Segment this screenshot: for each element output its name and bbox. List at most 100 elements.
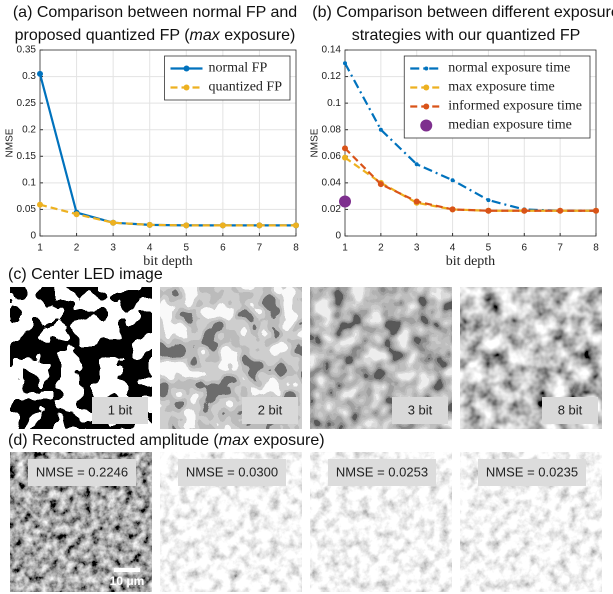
label-box bbox=[28, 459, 136, 486]
legend-label: normal exposure time bbox=[448, 61, 570, 76]
image-label: NMSE = 0.0235 bbox=[486, 464, 578, 479]
data-point bbox=[342, 154, 348, 161]
chart-title: (b) Comparison between different exposur… bbox=[312, 4, 613, 21]
x-tick-label: 3 bbox=[110, 243, 116, 254]
chart: 0 0.02 0.04 0.06 0.08 0.1 0.12 0.14 1 2 3 4 5 6 7 8 bit … bbox=[310, 45, 600, 270]
label-box bbox=[92, 397, 148, 424]
chart-title: strategies with our quantized FP bbox=[352, 27, 581, 44]
x-tick-label: 8 bbox=[593, 243, 599, 254]
image-label: NMSE = 0.2246 bbox=[36, 464, 128, 479]
x-tick-label: 4 bbox=[147, 243, 153, 254]
y-tick-label: 0.12 bbox=[322, 71, 342, 82]
label-box bbox=[242, 397, 298, 424]
image-label: 2 bit bbox=[258, 402, 283, 417]
x-tick-label: 6 bbox=[522, 243, 528, 254]
legend-box bbox=[164, 55, 291, 101]
y-tick-label: 0.04 bbox=[322, 177, 342, 188]
y-tick-label: 0 bbox=[30, 231, 36, 242]
legend-marker bbox=[423, 103, 430, 110]
data-point bbox=[73, 211, 80, 218]
image-row: 1 bit 2 bit 3 bit 8 bit bbox=[10, 287, 602, 429]
x-axis-label: bit depth bbox=[143, 254, 192, 269]
axis-box bbox=[39, 49, 297, 237]
x-tick-label: 3 bbox=[414, 243, 420, 254]
image-label: 3 bit bbox=[408, 402, 433, 417]
data-point bbox=[377, 181, 384, 188]
legend-marker bbox=[420, 119, 433, 132]
series-line bbox=[39, 203, 296, 227]
scale-label: 10 μm bbox=[110, 574, 145, 588]
data-point bbox=[449, 206, 456, 213]
title-part: exposure) bbox=[249, 432, 325, 449]
label-box bbox=[178, 459, 286, 486]
legend-label: max exposure time bbox=[448, 80, 555, 95]
axis-box bbox=[344, 49, 597, 237]
x-tick-label: 5 bbox=[486, 243, 492, 254]
y-tick-label: 0.1 bbox=[327, 98, 341, 109]
y-axis-label: NMSE bbox=[310, 128, 321, 157]
data-point bbox=[342, 145, 348, 152]
legend-marker bbox=[424, 66, 429, 71]
data-point bbox=[414, 162, 419, 167]
data-point bbox=[450, 178, 455, 183]
x-tick-label: 5 bbox=[184, 243, 190, 254]
label-box bbox=[328, 459, 436, 486]
title-part: proposed quantized FP ( bbox=[15, 27, 191, 44]
image-row: NMSE = 0.2246 NMSE = 0.0300 NMSE = 0.025… bbox=[10, 452, 602, 592]
x-tick-label: 1 bbox=[37, 243, 43, 254]
legend-label: quantized FP bbox=[209, 80, 283, 95]
y-tick-label: 0.1 bbox=[22, 177, 36, 188]
series-line bbox=[344, 147, 596, 212]
data-point bbox=[521, 207, 528, 214]
x-tick-label: 4 bbox=[450, 243, 456, 254]
y-tick-label: 0.2 bbox=[22, 124, 36, 135]
legend-label: median exposure time bbox=[448, 118, 572, 133]
title-part: exposure) bbox=[220, 27, 296, 44]
title-part: max bbox=[190, 27, 221, 44]
chart: 0 0.05 0.1 0.15 0.2 0.25 0.3 0.35 1 2 3 4 5 6 7 8 bit de… bbox=[5, 45, 300, 270]
legend-label: normal FP bbox=[209, 61, 268, 76]
data-point bbox=[183, 222, 190, 229]
data-point bbox=[37, 201, 43, 208]
data-point bbox=[557, 207, 564, 214]
scale-bar bbox=[114, 568, 140, 572]
data-point bbox=[110, 219, 117, 226]
data-point bbox=[146, 221, 153, 228]
x-tick-label: 2 bbox=[74, 243, 80, 254]
legend-marker bbox=[423, 84, 430, 91]
legend-box bbox=[403, 55, 591, 139]
legend: normal exposure time max exposure time inf… bbox=[403, 55, 591, 139]
label-box bbox=[478, 459, 586, 486]
image-label: 8 bit bbox=[558, 402, 583, 417]
x-tick-label: 7 bbox=[557, 243, 563, 254]
x-tick-label: 6 bbox=[220, 243, 226, 254]
chart-title: proposed quantized FP (max exposure) bbox=[15, 27, 296, 44]
chart-title: (a) Comparison between normal FP and bbox=[13, 4, 297, 21]
x-tick-label: 2 bbox=[378, 243, 384, 254]
data-point bbox=[413, 198, 420, 205]
image-label: 1 bit bbox=[108, 402, 133, 417]
title-part: (d) Reconstructed amplitude ( bbox=[8, 432, 219, 449]
y-tick-label: 0.08 bbox=[322, 124, 342, 135]
label-box bbox=[542, 397, 598, 424]
y-tick-label: 0.02 bbox=[322, 204, 342, 215]
data-point bbox=[293, 222, 299, 229]
y-tick-label: 0.15 bbox=[17, 151, 37, 162]
legend: normal FP quantized FP bbox=[164, 55, 291, 101]
y-tick-label: 0 bbox=[335, 231, 341, 242]
y-tick-label: 0.3 bbox=[22, 71, 36, 82]
image-label: NMSE = 0.0300 bbox=[186, 464, 278, 479]
legend-marker bbox=[183, 84, 190, 91]
data-point bbox=[219, 222, 226, 229]
data-point bbox=[378, 127, 383, 132]
y-tick-label: 0.35 bbox=[17, 45, 37, 56]
image-label: NMSE = 0.0253 bbox=[336, 464, 428, 479]
data-point bbox=[256, 222, 263, 229]
y-tick-label: 0.14 bbox=[322, 45, 342, 56]
panel-title: (d) Reconstructed amplitude (max exposur… bbox=[8, 432, 325, 449]
legend-marker bbox=[183, 65, 190, 72]
x-tick-label: 8 bbox=[293, 243, 299, 254]
x-axis-label: bit depth bbox=[446, 254, 495, 269]
title-part: (a) Comparison between normal FP and bbox=[13, 4, 297, 21]
